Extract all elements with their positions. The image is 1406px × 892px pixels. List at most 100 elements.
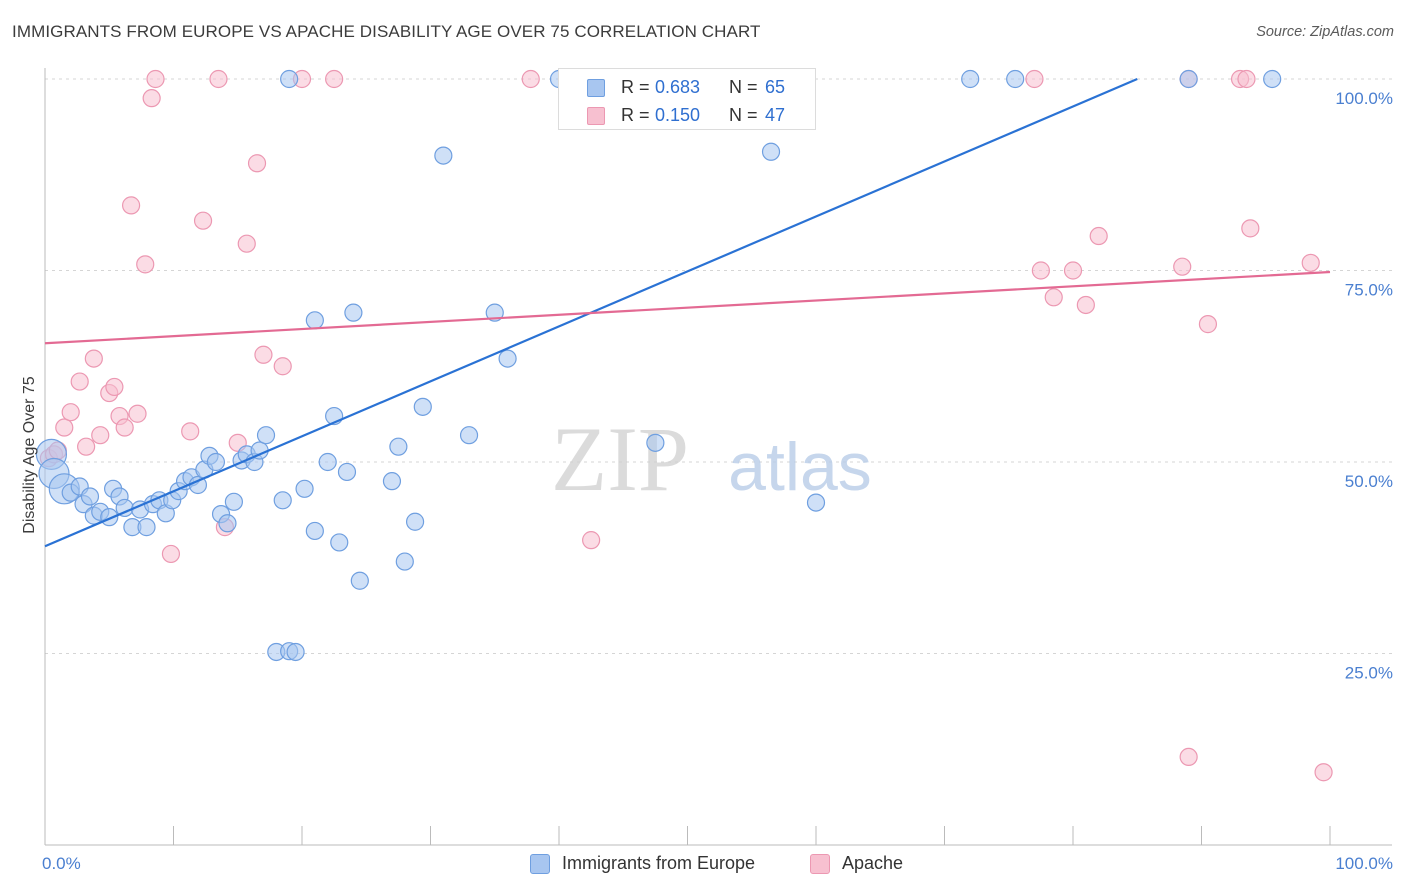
immigrants-from-europe-point [413, 397, 432, 416]
immigrants-from-europe-point [806, 493, 826, 512]
immigrants-from-europe-point [646, 433, 665, 452]
apache-point [70, 372, 89, 391]
immigrants-from-europe-point [206, 452, 226, 472]
apache-point [128, 404, 147, 423]
apache-trendline [44, 270, 1331, 345]
apache-point [115, 418, 134, 437]
watermark: ZIP atlas [551, 408, 872, 510]
apache-point [1198, 315, 1218, 334]
apache-point [105, 377, 124, 397]
immigrants-from-europe-point [434, 146, 453, 165]
apache-point [91, 426, 110, 445]
apache-point [121, 196, 141, 215]
legend-label: Apache [842, 853, 904, 873]
immigrants-from-europe-point [485, 303, 504, 322]
legend-row-immigrants: R = 0.683 N = 65 [559, 73, 815, 101]
series-legend: Immigrants from Europe Apache [0, 852, 1406, 880]
apache-point [1237, 69, 1256, 89]
legend-label: Immigrants from Europe [562, 853, 756, 873]
tick-labels: 25.0% 50.0% 75.0% 100.0% 0.0% 100.0% [42, 89, 1393, 873]
y-tick-label: 100.0% [1335, 89, 1393, 108]
grid-lines [45, 78, 1392, 654]
immigrants-from-europe-point [218, 514, 237, 533]
apache-point [1314, 763, 1333, 782]
apache-point [161, 544, 181, 564]
immigrants-from-europe-point [224, 492, 243, 511]
immigrants-from-europe-point [137, 518, 156, 537]
immigrants-from-europe-point [330, 533, 349, 552]
immigrants-from-europe-point [305, 521, 324, 541]
legend-r-value: 0.150 [655, 105, 701, 125]
apache-point [1173, 257, 1192, 276]
apache-point [325, 69, 344, 89]
immigrants-from-europe-point [344, 303, 363, 322]
legend-n-value: 47 [765, 105, 786, 125]
immigrants-from-europe-point [961, 69, 980, 89]
apache-point [273, 357, 292, 376]
immigrants-from-europe-point [1179, 69, 1198, 89]
immigrants-from-europe-point [395, 552, 414, 571]
apache-point [1044, 288, 1063, 307]
legend-row-apache: R = 0.150 N = 47 [559, 101, 815, 129]
apache-point [247, 154, 267, 173]
immigrants-from-europe-point [459, 426, 479, 445]
apache-point [181, 422, 200, 441]
immigrants-from-europe-point [273, 491, 292, 510]
apache-point [237, 234, 256, 253]
immigrants-from-europe-point [382, 472, 402, 491]
apache-point [1076, 295, 1095, 315]
legend-n-value: 65 [765, 77, 786, 97]
legend-r-label: R = [621, 105, 650, 125]
immigrants-from-europe-point [256, 426, 276, 445]
apache-point [77, 437, 96, 456]
apache-point [1301, 253, 1320, 272]
immigrants-from-europe-point [761, 142, 781, 161]
apache-point [209, 69, 228, 89]
x-tick-label: 100.0% [1335, 854, 1393, 873]
legend-n-label: N = [729, 77, 758, 97]
legend-swatch-blue [530, 854, 550, 874]
y-axis-label: Disability Age Over 75 [21, 376, 38, 534]
immigrants-from-europe-point [80, 487, 100, 506]
immigrants-from-europe-point [280, 69, 299, 89]
legend-n-label: N = [729, 105, 758, 125]
immigrants-from-europe-point [318, 452, 337, 472]
immigrants-from-europe-points [35, 69, 1282, 662]
immigrants-from-europe-point [305, 311, 324, 330]
x-tick-label: 0.0% [42, 854, 81, 873]
immigrants-from-europe-point [498, 349, 517, 368]
apache-point [55, 418, 74, 437]
y-tick-label: 75.0% [1345, 281, 1393, 300]
apache-point [61, 403, 80, 422]
correlation-legend: R = 0.683 N = 65 R = 0.150 N = 47 [558, 68, 816, 130]
apache-point [582, 531, 601, 550]
immigrants-from-europe-point [295, 479, 314, 498]
apache-point [84, 349, 103, 368]
apache-point [1063, 261, 1083, 280]
chart-source: Source: ZipAtlas.com [1256, 24, 1394, 40]
apache-point [1089, 226, 1108, 246]
legend-r-label: R = [621, 77, 650, 97]
legend-r-value: 0.683 [655, 77, 701, 97]
apache-point [521, 69, 540, 89]
watermark-atlas: atlas [728, 429, 872, 505]
immigrants-from-europe-point [1263, 69, 1282, 89]
apache-point [1179, 747, 1198, 767]
apache-point [146, 69, 165, 89]
immigrants-from-europe-point [350, 571, 369, 590]
watermark-zip: ZIP [551, 408, 689, 510]
apache-point [1031, 261, 1050, 280]
apache-point [193, 211, 213, 230]
apache-point [136, 255, 155, 274]
apache-point [142, 89, 161, 108]
immigrants-from-europe-point [389, 437, 408, 456]
immigrants-from-europe-point [337, 462, 357, 482]
immigrants-from-europe-point [286, 642, 305, 662]
chart-title: IMMIGRANTS FROM EUROPE VS APACHE DISABIL… [12, 22, 761, 41]
legend-swatch-pink [810, 854, 830, 874]
legend-swatch-blue [587, 79, 605, 97]
apache-point [254, 345, 273, 364]
y-tick-label: 25.0% [1345, 664, 1393, 683]
y-tick-label: 50.0% [1345, 472, 1393, 491]
